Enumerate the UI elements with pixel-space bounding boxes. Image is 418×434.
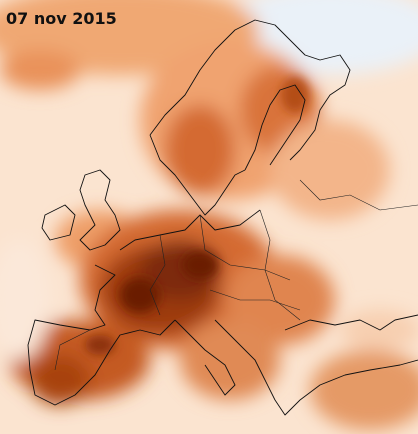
finland-coast	[244, 84, 306, 171]
norway-sweden-coast	[149, 134, 246, 216]
border	[259, 209, 301, 321]
borders	[54, 179, 418, 371]
border	[199, 214, 291, 281]
west-coast	[27, 264, 176, 406]
border	[209, 289, 301, 311]
britain	[79, 169, 121, 251]
border	[54, 329, 91, 371]
black-sea	[284, 314, 418, 331]
north-coast	[119, 209, 261, 251]
border	[299, 179, 418, 211]
map-date: 07 nov 2015	[6, 9, 117, 28]
italy	[174, 319, 236, 396]
hot-spots	[85, 77, 309, 355]
scandinavia-coast	[149, 19, 351, 161]
coastlines	[27, 19, 418, 416]
border	[149, 234, 166, 316]
balkan-coast	[214, 319, 418, 416]
ireland	[41, 204, 76, 241]
